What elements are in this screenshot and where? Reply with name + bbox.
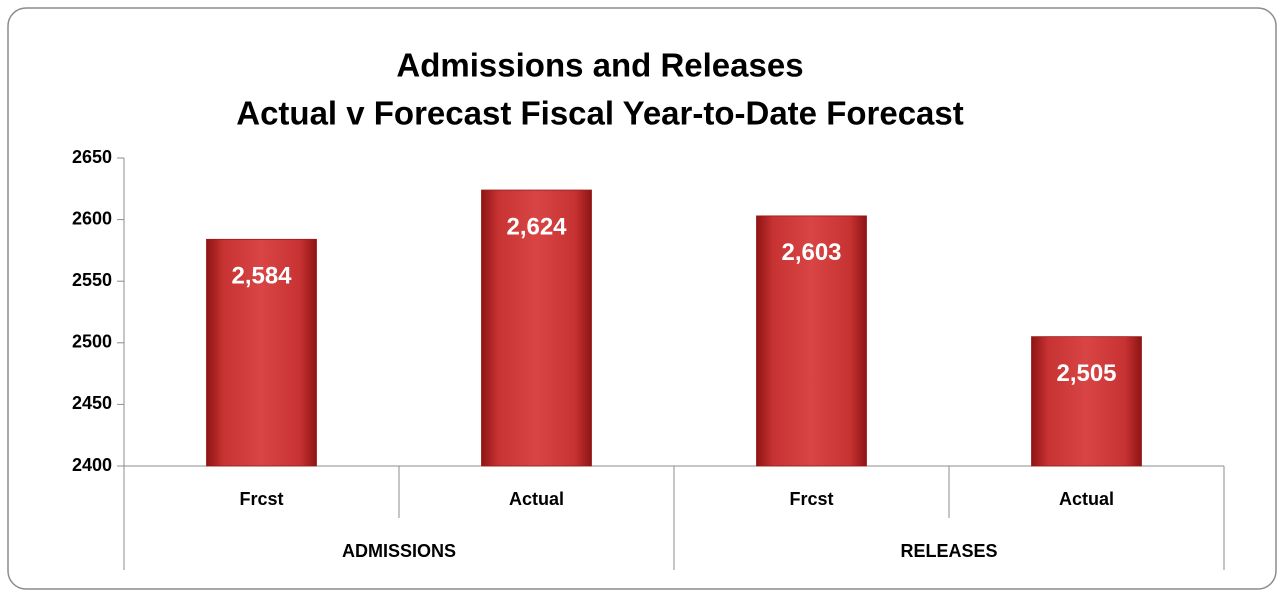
group-label: RELEASES xyxy=(900,541,997,561)
bar xyxy=(206,238,317,467)
data-label: 2,603 xyxy=(781,239,841,266)
y-tick-label: 2600 xyxy=(72,208,112,228)
x-tick-label: Actual xyxy=(509,489,564,509)
y-tick-label: 2450 xyxy=(72,393,112,413)
data-label: 2,505 xyxy=(1056,360,1116,387)
x-tick-label: Frcst xyxy=(239,489,283,509)
bar xyxy=(1031,336,1142,467)
y-tick-label: 2500 xyxy=(72,332,112,352)
chart-title: Actual v Forecast Fiscal Year-to-Date Fo… xyxy=(236,95,964,132)
x-tick-label: Actual xyxy=(1059,489,1114,509)
chart-title: Admissions and Releases xyxy=(396,47,803,84)
y-tick-label: 2400 xyxy=(72,455,112,475)
y-tick-label: 2550 xyxy=(72,270,112,290)
data-label: 2,584 xyxy=(231,263,292,290)
y-tick-label: 2650 xyxy=(72,147,112,167)
bar xyxy=(756,215,867,467)
chart-border xyxy=(7,7,1277,590)
bar xyxy=(481,189,592,467)
x-tick-label: Frcst xyxy=(789,489,833,509)
data-label: 2,624 xyxy=(506,213,567,240)
group-label: ADMISSIONS xyxy=(342,541,456,561)
